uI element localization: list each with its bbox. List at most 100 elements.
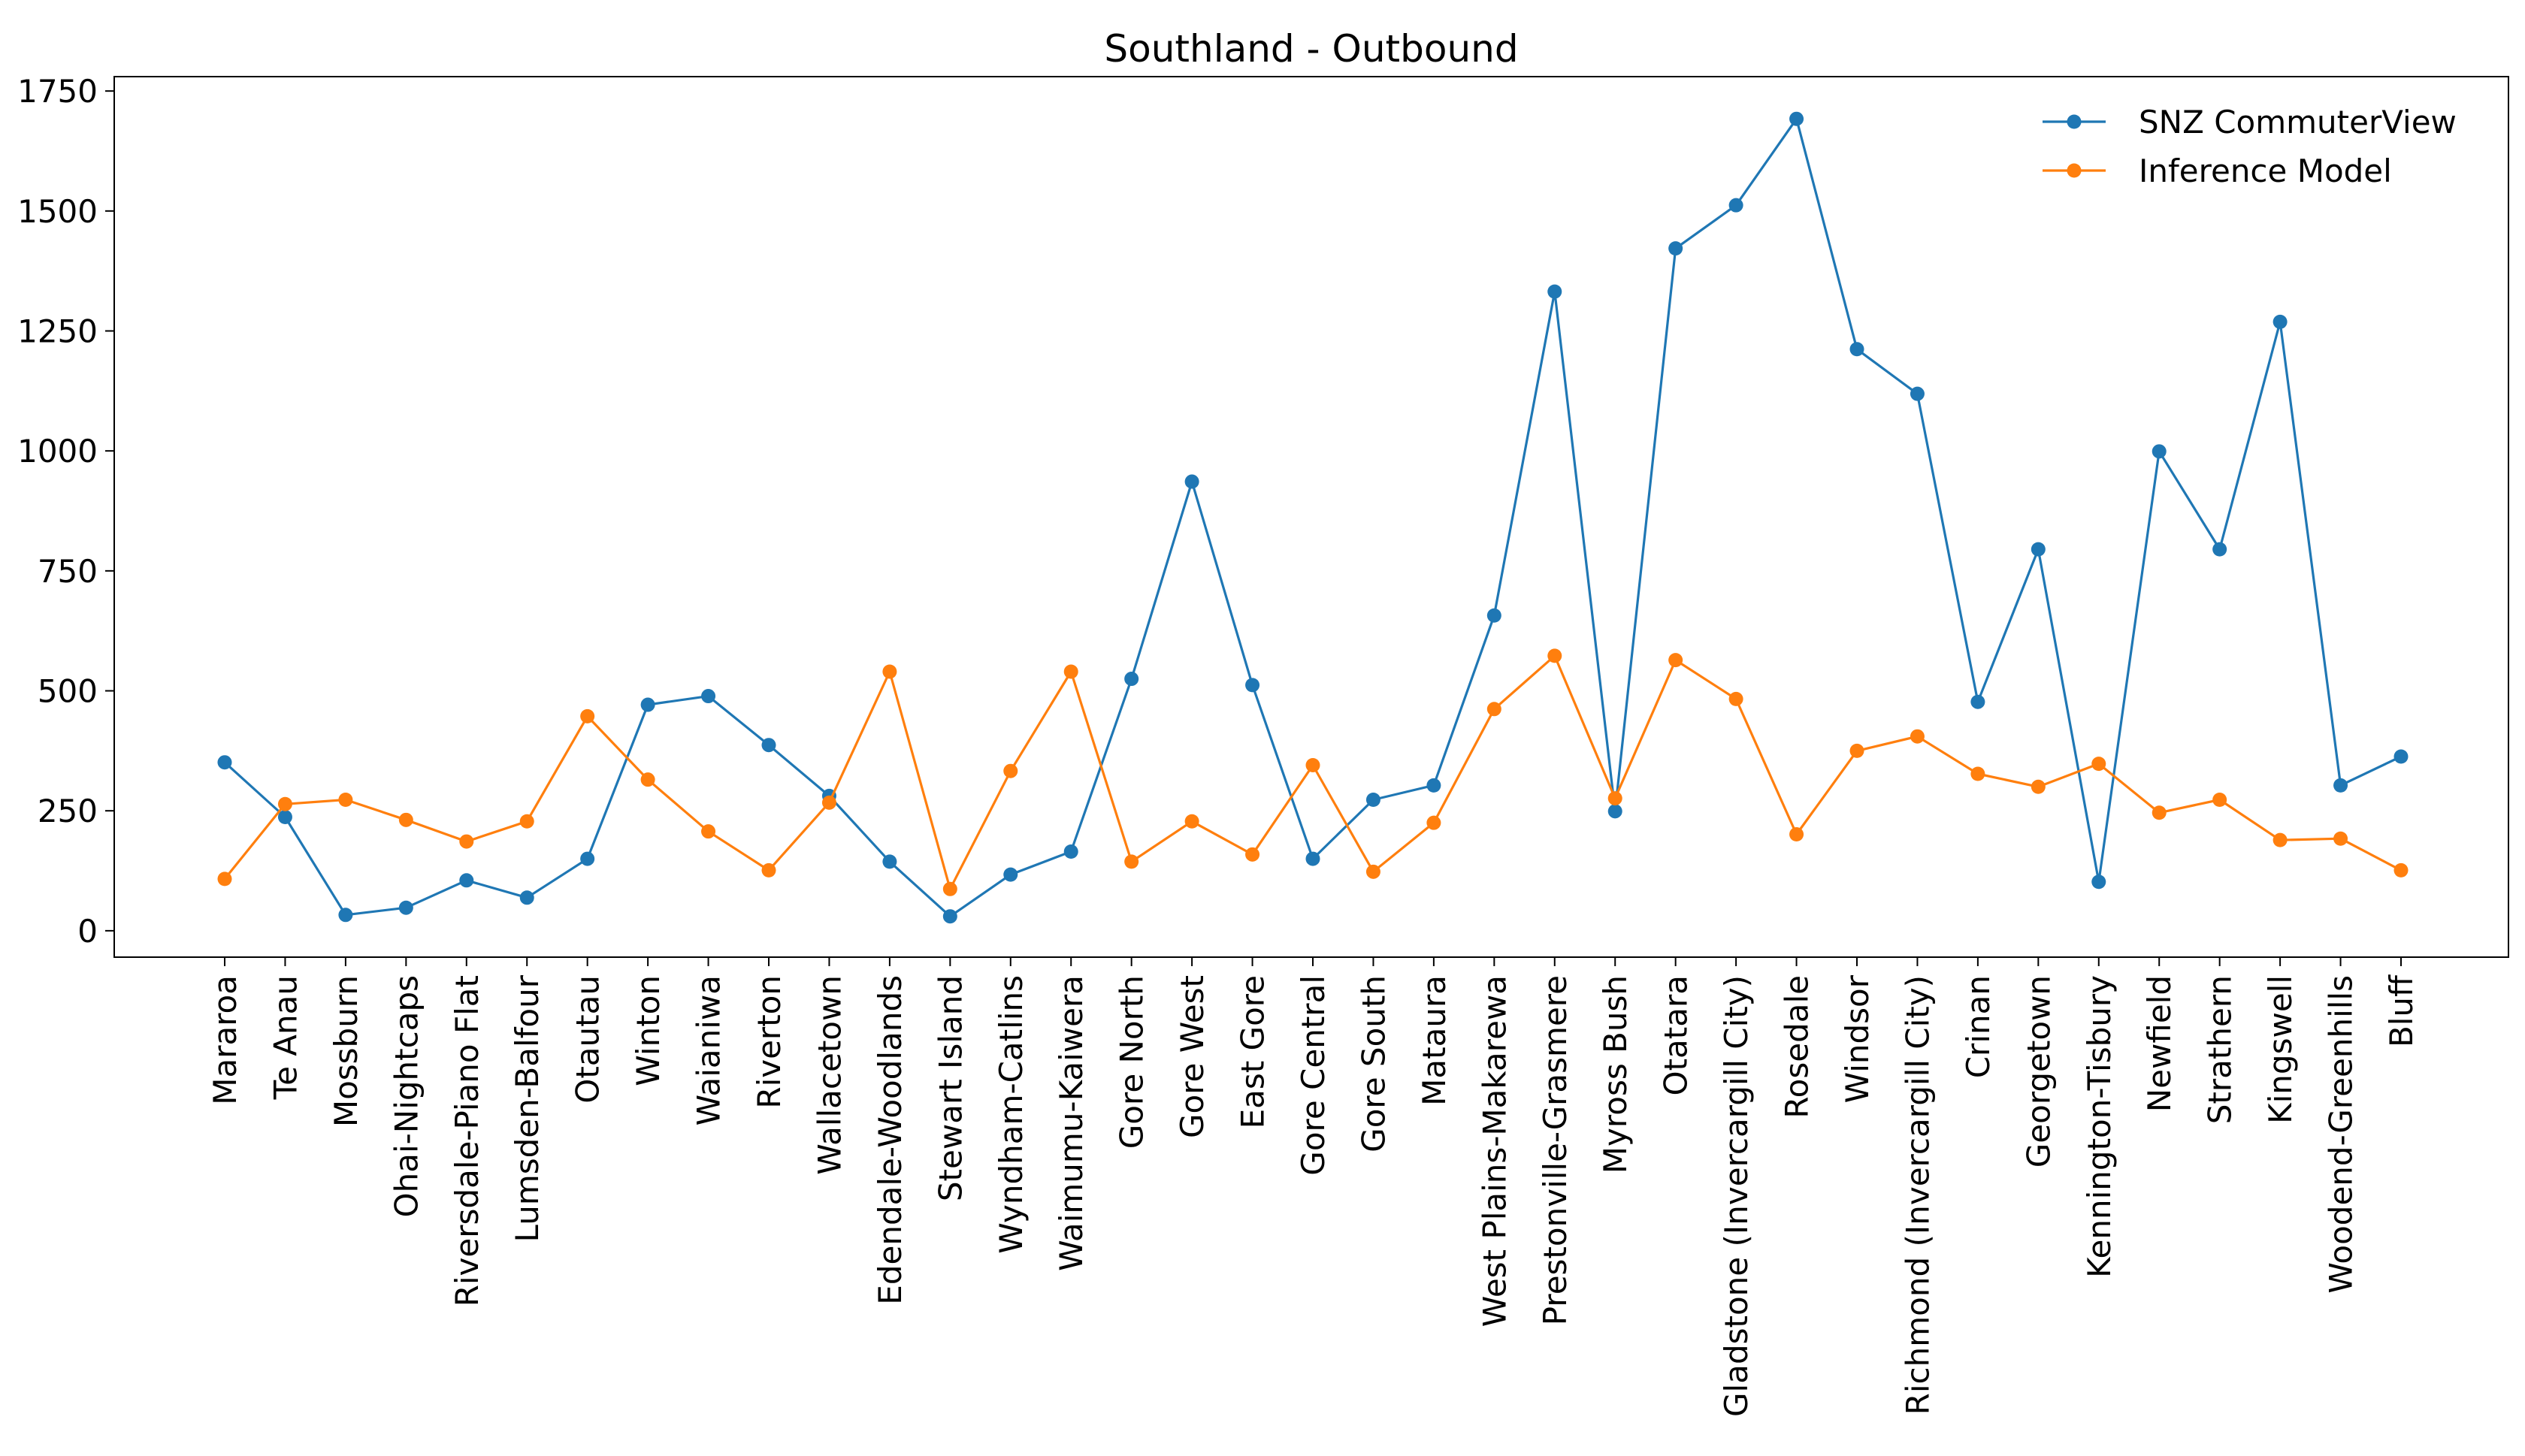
data-point [1728,691,1743,706]
data-point [519,814,534,829]
x-tick-label: Waimumu-Kaiwera [1053,975,1090,1271]
data-point [1547,648,1562,663]
x-tick-label: Georgetown [2020,975,2057,1168]
data-point [1245,678,1260,693]
data-point [942,909,957,924]
data-point [640,697,655,712]
legend-label: SNZ CommuterView [2139,104,2457,140]
data-point [882,664,897,679]
x-tick-label: Rosedale [1779,975,1816,1119]
y-tick-label: 750 [38,553,98,590]
x-tick-label: Windsor [1839,974,1876,1103]
data-point [1910,386,1925,401]
data-point [1365,864,1380,879]
axes: 0 250 500 750 1000 1250 1500 1750 Mararoa Te Anau… [17,73,2509,1417]
x-tick-label: Prestonville-Grasmere [1537,975,1574,1325]
x-tick-label: Te Anau [267,975,304,1100]
data-point [1789,111,1804,126]
data-point [821,795,836,810]
data-point [1910,729,1925,744]
x-tick-label: Gore South [1355,975,1392,1152]
data-point [761,862,776,878]
x-tick-label: Gore West [1174,975,1211,1138]
x-tick-label: Stewart Island [932,975,969,1201]
data-point [1607,804,1622,819]
series-1 [217,648,2409,896]
chart-title: Southland - Outbound [1104,27,1518,71]
data-point [1849,743,1864,758]
data-point [1970,694,1985,709]
legend-entry: SNZ CommuterView [2043,104,2457,140]
y-tick-label: 1000 [17,433,98,470]
data-point [1668,241,1683,256]
data-point [1003,867,1018,882]
data-point [1245,847,1260,862]
x-tick-label: Otatara [1658,975,1695,1095]
x-tick-label: East Gore [1235,975,1272,1128]
data-point [1668,653,1683,668]
data-point [338,793,353,808]
x-tick-label: Lumsden-Balfour [509,974,546,1242]
data-point [1305,758,1320,773]
x-tick-label: Kingswell [2262,975,2299,1124]
data-point [1003,763,1018,778]
x-tick-label: Mossburn [328,975,364,1127]
x-tick-label: Riverton [751,975,788,1109]
x-tick-label: Gladstone (Invercargill City) [1718,975,1755,1417]
data-point [942,881,957,896]
data-point [217,755,232,770]
data-point [701,824,716,839]
data-point [1789,826,1804,841]
data-point [2091,757,2106,772]
data-point [1063,844,1078,859]
data-point [2333,778,2348,793]
data-point [2333,831,2348,846]
x-tick-label: West Plains-Makarewa [1476,975,1513,1327]
y-tick-label: 1500 [17,193,98,230]
data-point [1970,766,1985,781]
data-point [2272,832,2288,847]
data-point [2212,793,2227,808]
data-point [640,772,655,787]
data-point [1124,672,1139,687]
x-tick-label: Crinan [1960,975,1997,1078]
legend: SNZ CommuterView Inference Model [2043,104,2457,189]
data-point [1728,198,1743,213]
data-point [2212,542,2227,557]
series-0 [217,111,2409,924]
data-point [1063,664,1078,679]
legend-label: Inference Model [2139,153,2392,189]
data-point [1184,474,1199,489]
legend-marker [2067,163,2082,178]
data-point [1486,702,1501,717]
x-tick-label: Winton [630,975,667,1086]
data-point [701,689,716,704]
data-point [1849,342,1864,357]
x-tick-label: Newfield [2141,975,2178,1112]
x-tick-label: Waianiwa [691,975,727,1125]
y-tick-label: 250 [38,793,98,829]
x-tick-label: Bluff [2383,974,2420,1047]
data-point [2031,779,2046,794]
x-tick-label: Strathern [2202,975,2239,1124]
data-point [761,738,776,753]
data-point [519,890,534,905]
x-tick-label: Wyndham-Catlins [993,975,1030,1254]
data-point [2393,749,2409,764]
x-tick-label: Richmond (Invercargill City) [1899,975,1936,1415]
data-point [1486,608,1501,623]
data-point [580,708,595,723]
x-tick-label: Ohai-Nightcaps [388,975,425,1217]
data-point [217,871,232,887]
x-tick-label: Gore North [1114,975,1151,1149]
data-point [398,812,413,827]
data-point [338,908,353,923]
data-point [1305,851,1320,866]
x-tick-label: Mararoa [207,975,243,1105]
data-point [1184,814,1199,829]
data-point [2031,542,2046,557]
x-tick-label: Mataura [1416,975,1453,1106]
data-point [277,796,292,811]
x-tick-label: Myross Bush [1597,975,1634,1174]
data-point [1426,778,1441,793]
